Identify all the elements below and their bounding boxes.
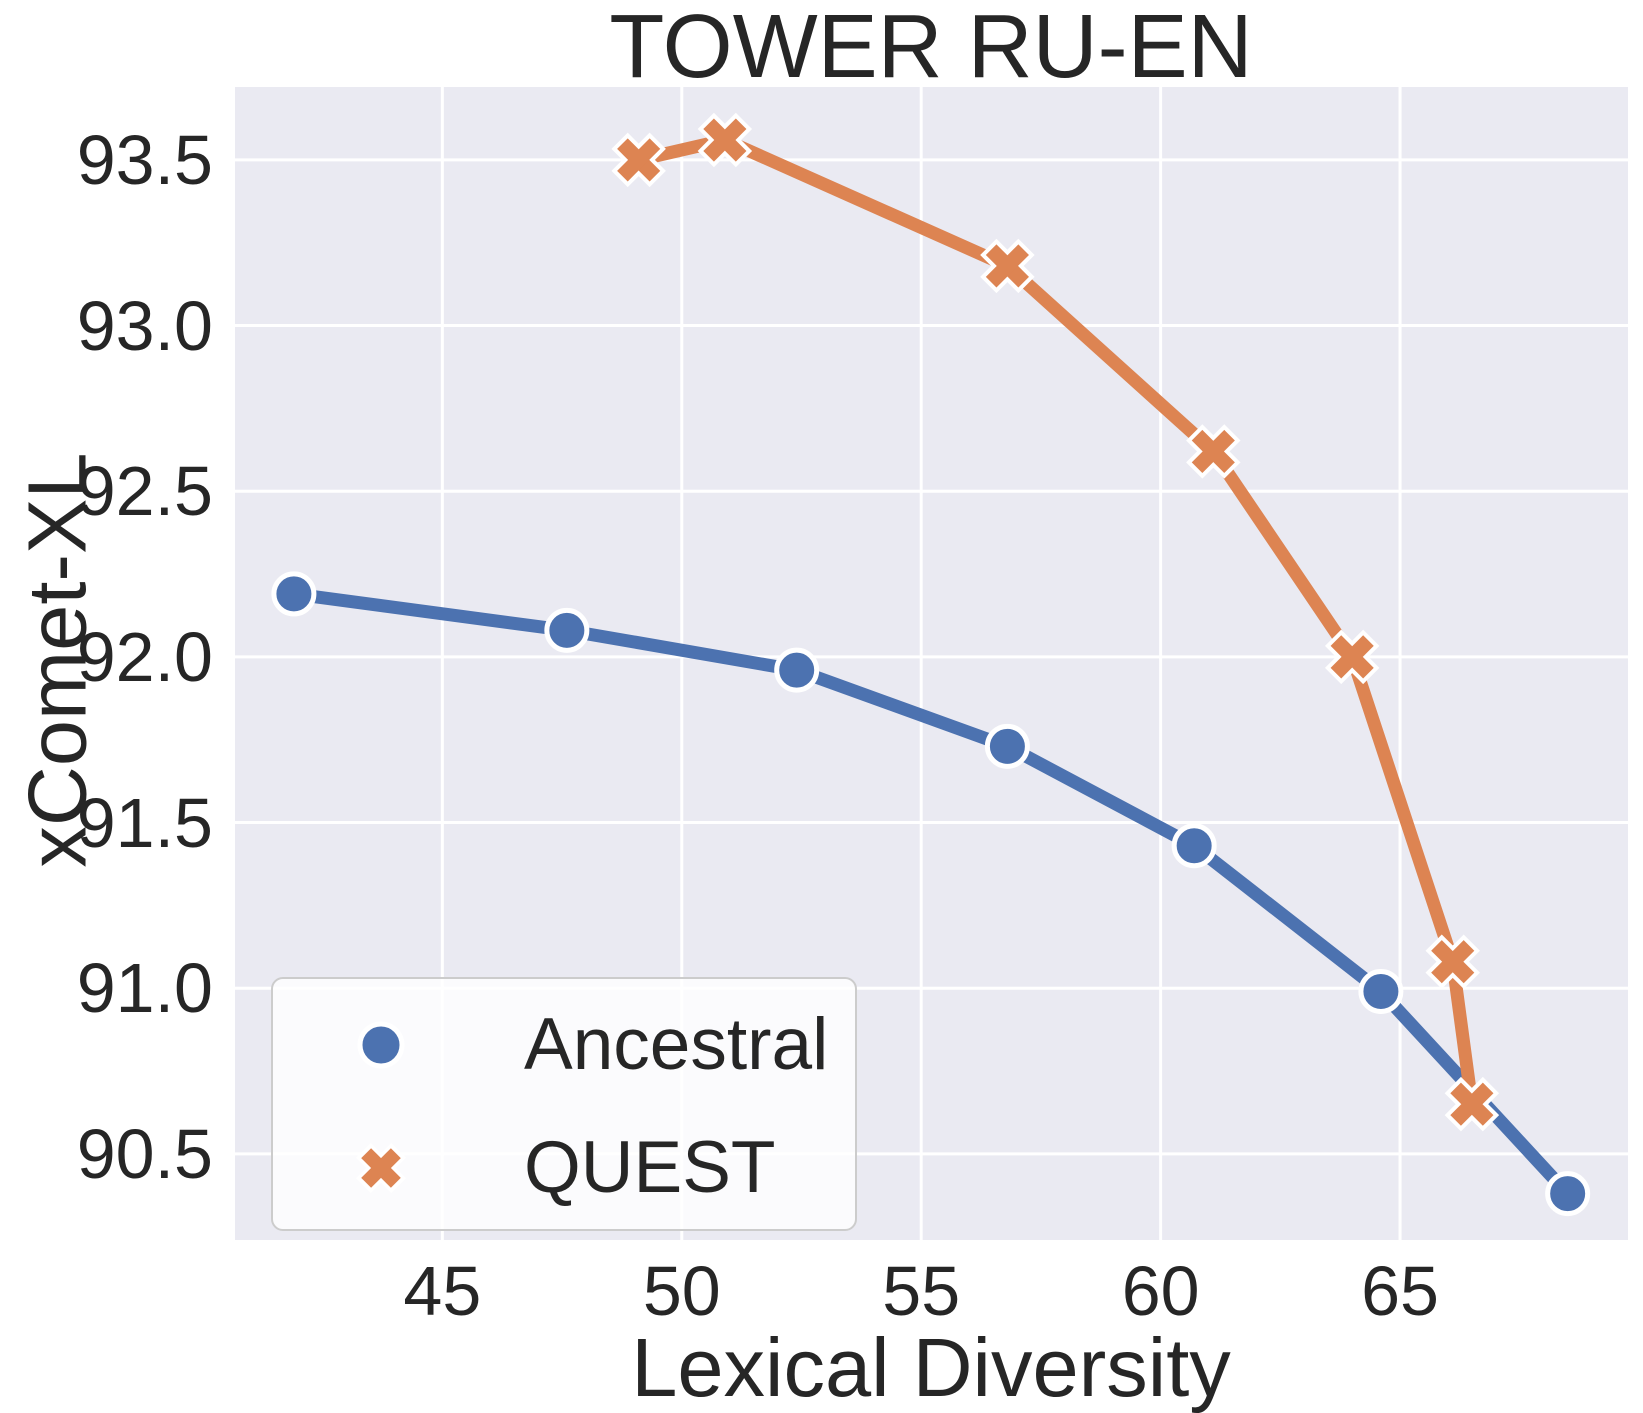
y-tick-label: 91.0 bbox=[76, 949, 213, 1028]
data-point-marker bbox=[1191, 429, 1235, 474]
data-point-marker bbox=[774, 647, 820, 693]
data-point-marker bbox=[1171, 823, 1217, 869]
data-point-marker bbox=[1330, 635, 1374, 679]
y-tick-label: 92.0 bbox=[76, 617, 213, 696]
y-tick-label: 93.0 bbox=[76, 286, 213, 365]
legend: Ancestral QUEST bbox=[271, 977, 857, 1231]
data-point-marker bbox=[357, 1021, 405, 1068]
data-point-marker bbox=[361, 1147, 401, 1188]
data-point-marker bbox=[1545, 1171, 1591, 1217]
legend-label-quest: QUEST bbox=[524, 1127, 776, 1208]
data-point-marker bbox=[703, 118, 747, 162]
y-tick-label: 90.5 bbox=[76, 1114, 213, 1193]
data-point-marker bbox=[984, 723, 1030, 769]
data-point-marker bbox=[1358, 969, 1404, 1015]
x-tick-label: 60 bbox=[1121, 1252, 1200, 1330]
legend-item-ancestral: Ancestral bbox=[273, 983, 855, 1106]
data-point-marker bbox=[985, 244, 1029, 288]
x-marker-icon bbox=[355, 1142, 407, 1193]
x-tick-label: 65 bbox=[1361, 1252, 1439, 1330]
data-point-marker bbox=[1431, 940, 1475, 984]
x-tick-label: 55 bbox=[882, 1252, 961, 1330]
data-point-marker bbox=[271, 571, 317, 617]
x-tick-label: 50 bbox=[642, 1252, 721, 1330]
circle-marker-icon bbox=[357, 1021, 405, 1068]
chart-title: TOWER RU-EN bbox=[609, 0, 1253, 97]
data-point-marker bbox=[617, 138, 661, 182]
plot-canvas bbox=[235, 87, 1628, 1240]
x-axis-label: Lexical Diversity bbox=[631, 1321, 1231, 1413]
x-tick-label: 45 bbox=[403, 1252, 482, 1330]
y-tick-label: 92.5 bbox=[76, 452, 213, 531]
legend-item-quest: QUEST bbox=[273, 1106, 855, 1229]
data-point-marker bbox=[1450, 1082, 1494, 1126]
data-point-marker bbox=[544, 607, 590, 653]
y-tick-label: 91.5 bbox=[76, 783, 213, 862]
legend-label-ancestral: Ancestral bbox=[524, 1004, 829, 1085]
y-tick-label: 93.5 bbox=[76, 120, 213, 199]
